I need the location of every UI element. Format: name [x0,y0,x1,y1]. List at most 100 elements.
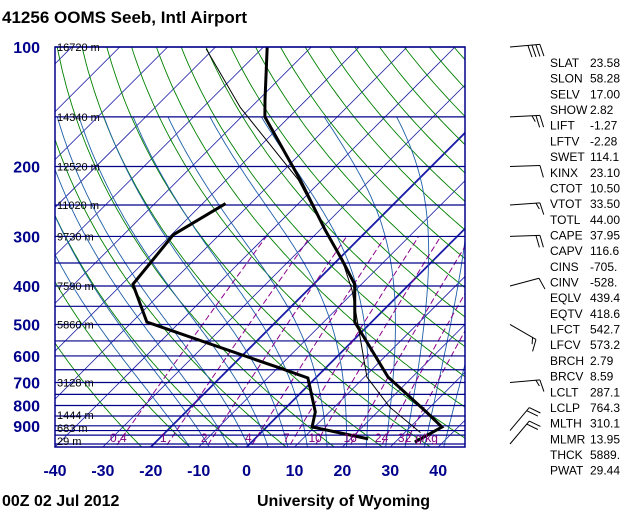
index-label: THCK [550,448,583,462]
moist-adiabat-line [443,362,465,447]
index-label: CINV [550,276,579,290]
index-label: SHOW [550,103,588,117]
height-label: 12520 m [57,162,100,174]
index-label: CAPV [550,244,583,258]
dry-adiabat-line [56,47,336,447]
index-label: PWAT [550,464,584,478]
pressure-axis-labels: 100 200 300 400 500 600 700 800 900 [13,40,40,436]
mixing-ratio-line [205,236,348,447]
barb-staff [509,324,537,340]
barb-staff [509,407,530,431]
pressure-tick-label: 100 [13,40,40,57]
height-label: 1444 m [57,410,94,422]
barb-full [532,339,537,352]
isotherm-line [198,180,465,447]
barb-full [535,115,541,128]
barb-staff [509,234,540,237]
wind-barb [509,379,545,392]
wind-barbs [509,43,546,445]
wind-barb [509,234,544,248]
index-label: TOTL [550,213,581,227]
isotherm-line [293,275,465,447]
temperature-axis-labels: -40 -30 -20 -10 0 10 20 30 40 [43,463,447,480]
index-value: 13.95 [590,432,620,446]
barb-full [539,202,545,215]
mixing-ratio-line [164,236,311,447]
index-value: 37.95 [590,228,620,242]
index-label: SELV [550,87,580,101]
barb-full [535,235,540,248]
mixing-ratio-line [348,245,465,447]
wind-barb [509,407,541,431]
barb-half [535,202,540,210]
plot-frame [54,46,466,448]
chart-title: 41256 OOMS Seeb, Intl Airport [2,8,247,27]
barb-full [526,410,539,417]
index-value: 10.50 [590,181,620,195]
barb-full [527,45,533,58]
temperature-tick-label: -40 [43,463,66,480]
index-value: 764.3 [590,401,620,415]
pressure-tick-label: 400 [13,279,40,296]
mixing-ratio-label: 4 [245,431,252,445]
mixing-ratio-labels: 0.4 1 2 4 7 10 16 24 32 g/kg [110,431,438,445]
index-label: MLTH [550,417,582,431]
wind-barb [509,324,537,352]
pressure-tick-label: 600 [13,349,40,366]
barb-full [539,44,545,57]
height-label: 9730 m [57,231,94,243]
index-value: 23.10 [590,166,620,180]
temperature-tick-label: 20 [334,463,352,480]
barb-half [535,379,540,387]
index-value: 8.59 [590,370,614,384]
mixing-ratio-line [313,236,442,447]
index-value: 287.1 [590,385,620,399]
moist-adiabat-line [132,116,308,447]
barb-half [531,115,536,122]
barb-staff [509,420,530,445]
index-value: 17.00 [590,87,620,101]
wind-barb [509,277,546,290]
mixing-ratio-label: 10 [308,431,322,445]
mixing-ratio-label: 24 [375,431,389,445]
index-label: BRCH [550,354,584,368]
height-label: 3128 m [57,378,94,390]
index-value: 439.4 [590,291,620,305]
dry-adiabat-line [131,47,465,439]
pressure-tick-label: 500 [13,317,40,334]
dry-adiabat-line [230,47,465,318]
mixing-ratio-unit: g/kg [415,431,438,445]
temperature-tick-label: -20 [139,463,162,480]
mixing-ratio-label: 1 [160,431,167,445]
dry-adiabat-line [304,47,465,231]
mixing-ratio-label: 2 [201,431,208,445]
index-value: -705. [590,260,617,274]
index-label: CINS [550,260,579,274]
isotherm-line [55,47,360,352]
dry-adiabat-line [180,47,465,378]
isotherm-line [55,47,217,209]
index-label: VTOT [550,197,582,211]
isotherm-line [55,47,312,304]
index-value: 2.82 [590,103,614,117]
dry-adiabat-line [279,47,465,260]
wind-barb [509,420,541,445]
wind-barb [509,43,545,58]
barb-full [539,115,545,128]
index-label: CTOT [550,181,583,195]
isotherm-line [55,47,264,256]
mixing-ratio-line [380,292,465,447]
barb-full [539,379,545,392]
barb-full [531,44,537,57]
temperature-tick-label: 30 [381,463,399,480]
height-label: 11020 m [57,200,99,212]
isotherm-line [389,371,465,447]
temperature-line [263,47,445,444]
index-label: LCLP [550,401,580,415]
index-value: 418.6 [590,307,620,321]
index-label: LCLT [550,385,579,399]
index-value: 33.50 [590,197,620,211]
mixing-ratio-label: 16 [343,431,357,445]
barb-staff [509,164,540,168]
